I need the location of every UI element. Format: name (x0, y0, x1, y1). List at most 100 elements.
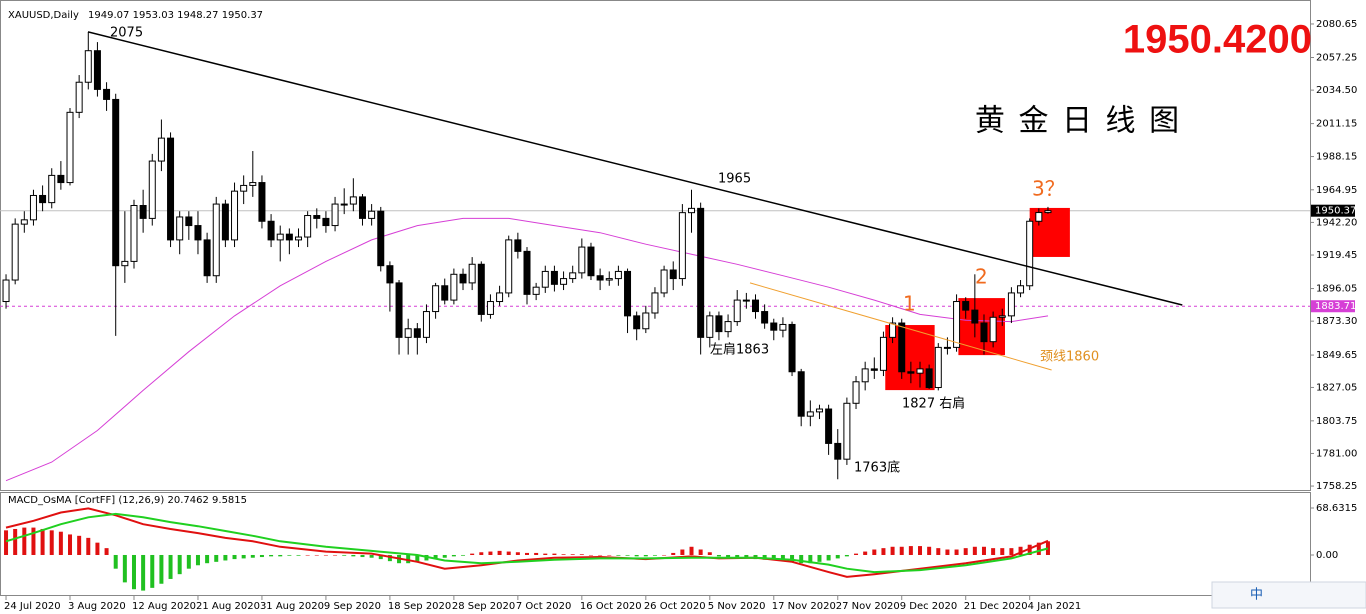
y-tick-label: 1873.30 (1316, 316, 1357, 327)
candle-body (66, 111, 74, 184)
price-tag (1311, 204, 1355, 217)
annotation: 颈线1860 (1040, 350, 1099, 365)
candle-body (167, 137, 175, 241)
candle-body (678, 212, 686, 280)
y-tick-label: 68.6315 (1316, 503, 1357, 514)
candle-body (267, 220, 275, 241)
macd-bar (86, 537, 91, 555)
macd-bar (607, 554, 612, 556)
candle-body (285, 233, 293, 241)
macd-bar (451, 554, 456, 557)
candle-body (249, 182, 257, 186)
ime-toolbar[interactable] (1211, 581, 1366, 609)
x-tick-label: 27 Nov 2020 (836, 601, 900, 612)
candle-body (989, 316, 997, 343)
macd-bar (442, 554, 447, 558)
x-tick-label: 16 Oct 2020 (580, 601, 642, 612)
macd-bar (360, 554, 365, 558)
macd-bar (479, 552, 484, 555)
annotation: 2075 (110, 26, 143, 41)
macd-bar (735, 554, 740, 558)
macd-bar (49, 530, 54, 555)
candle-body (130, 204, 138, 262)
y-tick-label: 1781.00 (1316, 448, 1357, 459)
candle-body (1017, 285, 1025, 294)
candle-body (560, 278, 568, 285)
macd-bar (552, 553, 557, 555)
macd-bar (817, 554, 822, 562)
candle-body (2, 279, 10, 303)
macd-bar (707, 552, 712, 555)
macd-bar (945, 549, 950, 555)
y-tick-label: 0.00 (1316, 550, 1338, 561)
macd-bar (269, 554, 274, 557)
candle-body (221, 203, 229, 241)
candle-body (496, 292, 504, 303)
macd-bar (168, 554, 173, 579)
macd-bar (314, 554, 319, 556)
macd-signal-value: 9.5815 (212, 495, 247, 506)
candle-body (660, 269, 668, 294)
neck-line (749, 282, 1052, 371)
symbol: XAUUSD,Daily (8, 10, 79, 21)
candle-body (20, 219, 28, 225)
ime-label[interactable]: 中 (1250, 588, 1263, 603)
macd-bar (433, 554, 438, 560)
macd-bar (22, 527, 27, 555)
annotation: 2 (975, 265, 988, 289)
candle-body (258, 182, 266, 222)
macd-bar (991, 548, 996, 555)
macd-bar (305, 554, 310, 556)
candle-body (761, 311, 769, 324)
x-tick-label: 21 Aug 2020 (196, 601, 260, 612)
candle-body (176, 216, 184, 241)
macd-bar (31, 527, 36, 555)
candle-body (240, 184, 248, 192)
candle-body (834, 442, 842, 460)
candle-body (587, 246, 595, 277)
macd-bar (470, 553, 475, 555)
macd-panel (0, 492, 1311, 596)
symbol-header: XAUUSD,Daily 1949.07 1953.03 1948.27 195… (8, 10, 263, 21)
macd-bar (95, 542, 100, 555)
trend-line (87, 31, 1183, 306)
y-tick-label: 1988.15 (1316, 152, 1357, 163)
candle-body (843, 402, 851, 460)
candle-body (413, 328, 421, 338)
annotation: 1763底 (854, 460, 900, 476)
candle-body (770, 322, 778, 331)
candle-body (980, 322, 988, 343)
macd-bar (543, 553, 548, 555)
candle-body (669, 269, 677, 280)
macd-bar (40, 528, 45, 555)
macd-bar (1027, 544, 1032, 555)
macd-bar (588, 554, 593, 556)
macd-line (5, 512, 1049, 574)
macd-bar (387, 554, 392, 562)
candle-body (459, 273, 467, 284)
x-tick-label: 9 Dec 2020 (900, 601, 958, 612)
macd-bar (936, 548, 941, 555)
macd-bar (241, 554, 246, 559)
macd-bar (1045, 541, 1050, 555)
macd-bar (579, 554, 584, 555)
y-tick-label: 1827.05 (1316, 382, 1357, 393)
x-tick-label: 12 Aug 2020 (132, 601, 196, 612)
candle-body (569, 272, 577, 280)
candle-body (422, 311, 430, 338)
candle-body (815, 408, 823, 413)
macd-bar (77, 535, 82, 555)
candle-body (358, 196, 366, 219)
candle-body (971, 309, 979, 324)
macd-bar (881, 548, 886, 555)
macd-bar (278, 554, 283, 557)
candle-body (203, 239, 211, 277)
candle-body (605, 278, 613, 281)
candle-body (377, 210, 385, 267)
macd-bar (561, 554, 566, 555)
candle-body (651, 292, 659, 314)
candle-body (48, 174, 56, 204)
macd-bar (141, 554, 146, 591)
macd-bar (214, 554, 219, 562)
